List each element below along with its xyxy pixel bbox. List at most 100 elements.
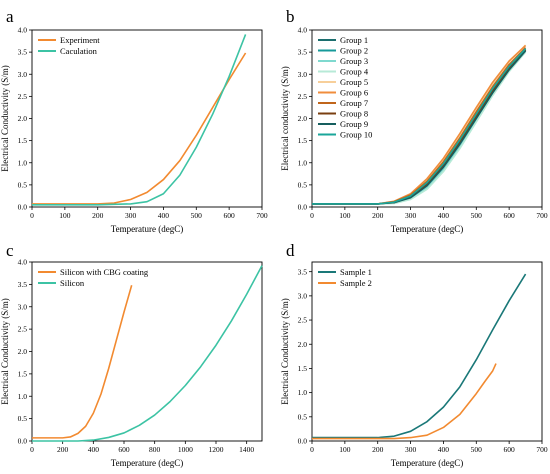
y-tick-label: 2.5	[298, 316, 308, 325]
panel-label: a	[6, 7, 14, 26]
y-tick-label: 0.0	[18, 203, 28, 212]
series-line-silicon-with-cbg-coating	[32, 285, 133, 439]
y-tick-label: 3.0	[18, 302, 28, 311]
legend-label: Group 3	[340, 56, 368, 66]
panel-label: b	[286, 7, 295, 26]
legend-label: Sample 2	[340, 278, 372, 288]
y-tick-label: 3.5	[18, 280, 28, 289]
y-tick-label: 2.5	[18, 325, 28, 334]
y-tick-label: 0.5	[18, 180, 28, 189]
y-tick-label: 0.0	[298, 437, 308, 446]
y-tick-label: 0.0	[18, 437, 28, 446]
x-tick-label: 800	[149, 445, 161, 454]
x-tick-label: 100	[339, 211, 351, 220]
y-axis-label: Electrical Conductivity (S/m)	[0, 298, 10, 404]
x-tick-label: 300	[405, 211, 417, 220]
x-tick-label: 100	[339, 445, 351, 454]
x-axis-label: Temperature (degC)	[391, 224, 464, 234]
legend-label: Silicon	[60, 278, 85, 288]
y-axis-label: Electrical Conductivity (S/m)	[280, 298, 290, 404]
y-tick-label: 4.0	[18, 258, 28, 267]
legend-label: Group 9	[340, 119, 368, 129]
chart-panel-c: c 0 200 400 600 800 1000 1200 1400 0.0 0.5 1.0 1.5 2.…	[0, 241, 263, 468]
y-tick-label: 1.5	[18, 136, 28, 145]
legend-label: Group 10	[340, 130, 372, 140]
x-tick-label: 0	[310, 211, 314, 220]
plot-frame	[31, 261, 263, 442]
x-tick-label: 0	[30, 445, 34, 454]
y-tick-label: 2.5	[298, 92, 308, 101]
chart-panel-b: b 0 100 200 300 400 500 600 700 0.0 0.5 1.0 1.5 2.0 2.…	[280, 7, 548, 234]
x-tick-label: 500	[471, 445, 483, 454]
y-tick-label: 1.0	[298, 388, 308, 397]
series-line-sample-2	[312, 363, 497, 440]
series-line-group-10	[312, 48, 527, 205]
y-tick-label: 1.5	[18, 369, 28, 378]
y-tick-label: 3.5	[18, 48, 28, 57]
plot-frame	[311, 261, 543, 442]
x-tick-label: 200	[372, 211, 384, 220]
legend-label: Silicon with CBG coating	[60, 267, 149, 277]
x-tick-label: 200	[57, 445, 69, 454]
plot-frame	[31, 29, 263, 208]
y-tick-label: 2.0	[298, 340, 308, 349]
y-tick-label: 3.0	[298, 291, 308, 300]
x-tick-label: 600	[118, 445, 130, 454]
x-tick-label: 700	[536, 445, 548, 454]
chart-panel-a: a 0 100 200 300 400 500 600 700 0.0 0.5 1.0 1.5 2.0 2.…	[0, 7, 268, 234]
y-tick-label: 0.0	[298, 203, 308, 212]
y-tick-label: 2.0	[18, 114, 28, 123]
y-tick-label: 0.5	[18, 414, 28, 423]
legend-label: Caculation	[60, 46, 98, 56]
x-tick-label: 300	[125, 211, 137, 220]
x-tick-label: 400	[438, 211, 450, 220]
x-tick-label: 400	[158, 211, 170, 220]
x-axis-label: Temperature (degC)	[391, 458, 464, 468]
y-tick-label: 2.5	[18, 92, 28, 101]
y-tick-label: 0.5	[298, 180, 308, 189]
x-tick-label: 200	[372, 445, 384, 454]
x-tick-label: 1000	[178, 445, 193, 454]
x-tick-label: 300	[405, 445, 417, 454]
y-tick-label: 3.0	[18, 70, 28, 79]
x-tick-label: 100	[59, 211, 71, 220]
legend-label: Group 4	[340, 67, 369, 77]
legend-label: Group 1	[340, 35, 368, 45]
x-tick-label: 400	[88, 445, 100, 454]
y-tick-label: 1.5	[298, 364, 308, 373]
y-tick-label: 1.0	[18, 392, 28, 401]
panel-label: c	[6, 241, 14, 260]
x-tick-label: 400	[438, 445, 450, 454]
legend-label: Group 2	[340, 46, 368, 56]
legend-label: Group 5	[340, 77, 368, 87]
series-line-experiment	[32, 52, 247, 205]
chart-panel-d: d 0 100 200 300 400 500 600 700 0.0 0.5 1.0 1.5 2.0 2.…	[280, 241, 548, 468]
legend-label: Group 8	[340, 109, 368, 119]
series-line-silicon	[32, 265, 263, 442]
y-tick-label: 4.0	[18, 26, 28, 35]
x-tick-label: 600	[504, 211, 516, 220]
x-tick-label: 500	[471, 211, 483, 220]
x-tick-label: 1400	[239, 445, 254, 454]
y-tick-label: 1.0	[18, 158, 28, 167]
y-tick-label: 2.0	[18, 347, 28, 356]
y-axis-label: Electrical conductivity (S/m)	[280, 66, 290, 170]
y-tick-label: 3.5	[298, 267, 308, 276]
x-tick-label: 200	[92, 211, 104, 220]
x-axis-label: Temperature (degC)	[111, 458, 184, 468]
series-line-caculation	[32, 34, 247, 206]
x-tick-label: 1200	[209, 445, 224, 454]
y-tick-label: 1.0	[298, 158, 308, 167]
y-tick-label: 0.5	[298, 412, 308, 421]
x-tick-label: 600	[504, 445, 516, 454]
legend-label: Group 7	[340, 98, 368, 108]
legend-label: Experiment	[60, 35, 100, 45]
x-tick-label: 0	[30, 211, 34, 220]
y-tick-label: 4.0	[298, 26, 308, 35]
x-tick-label: 600	[224, 211, 236, 220]
legend-label: Group 6	[340, 88, 368, 98]
y-axis-label: Electrical Conductivity (S/m)	[0, 65, 10, 171]
